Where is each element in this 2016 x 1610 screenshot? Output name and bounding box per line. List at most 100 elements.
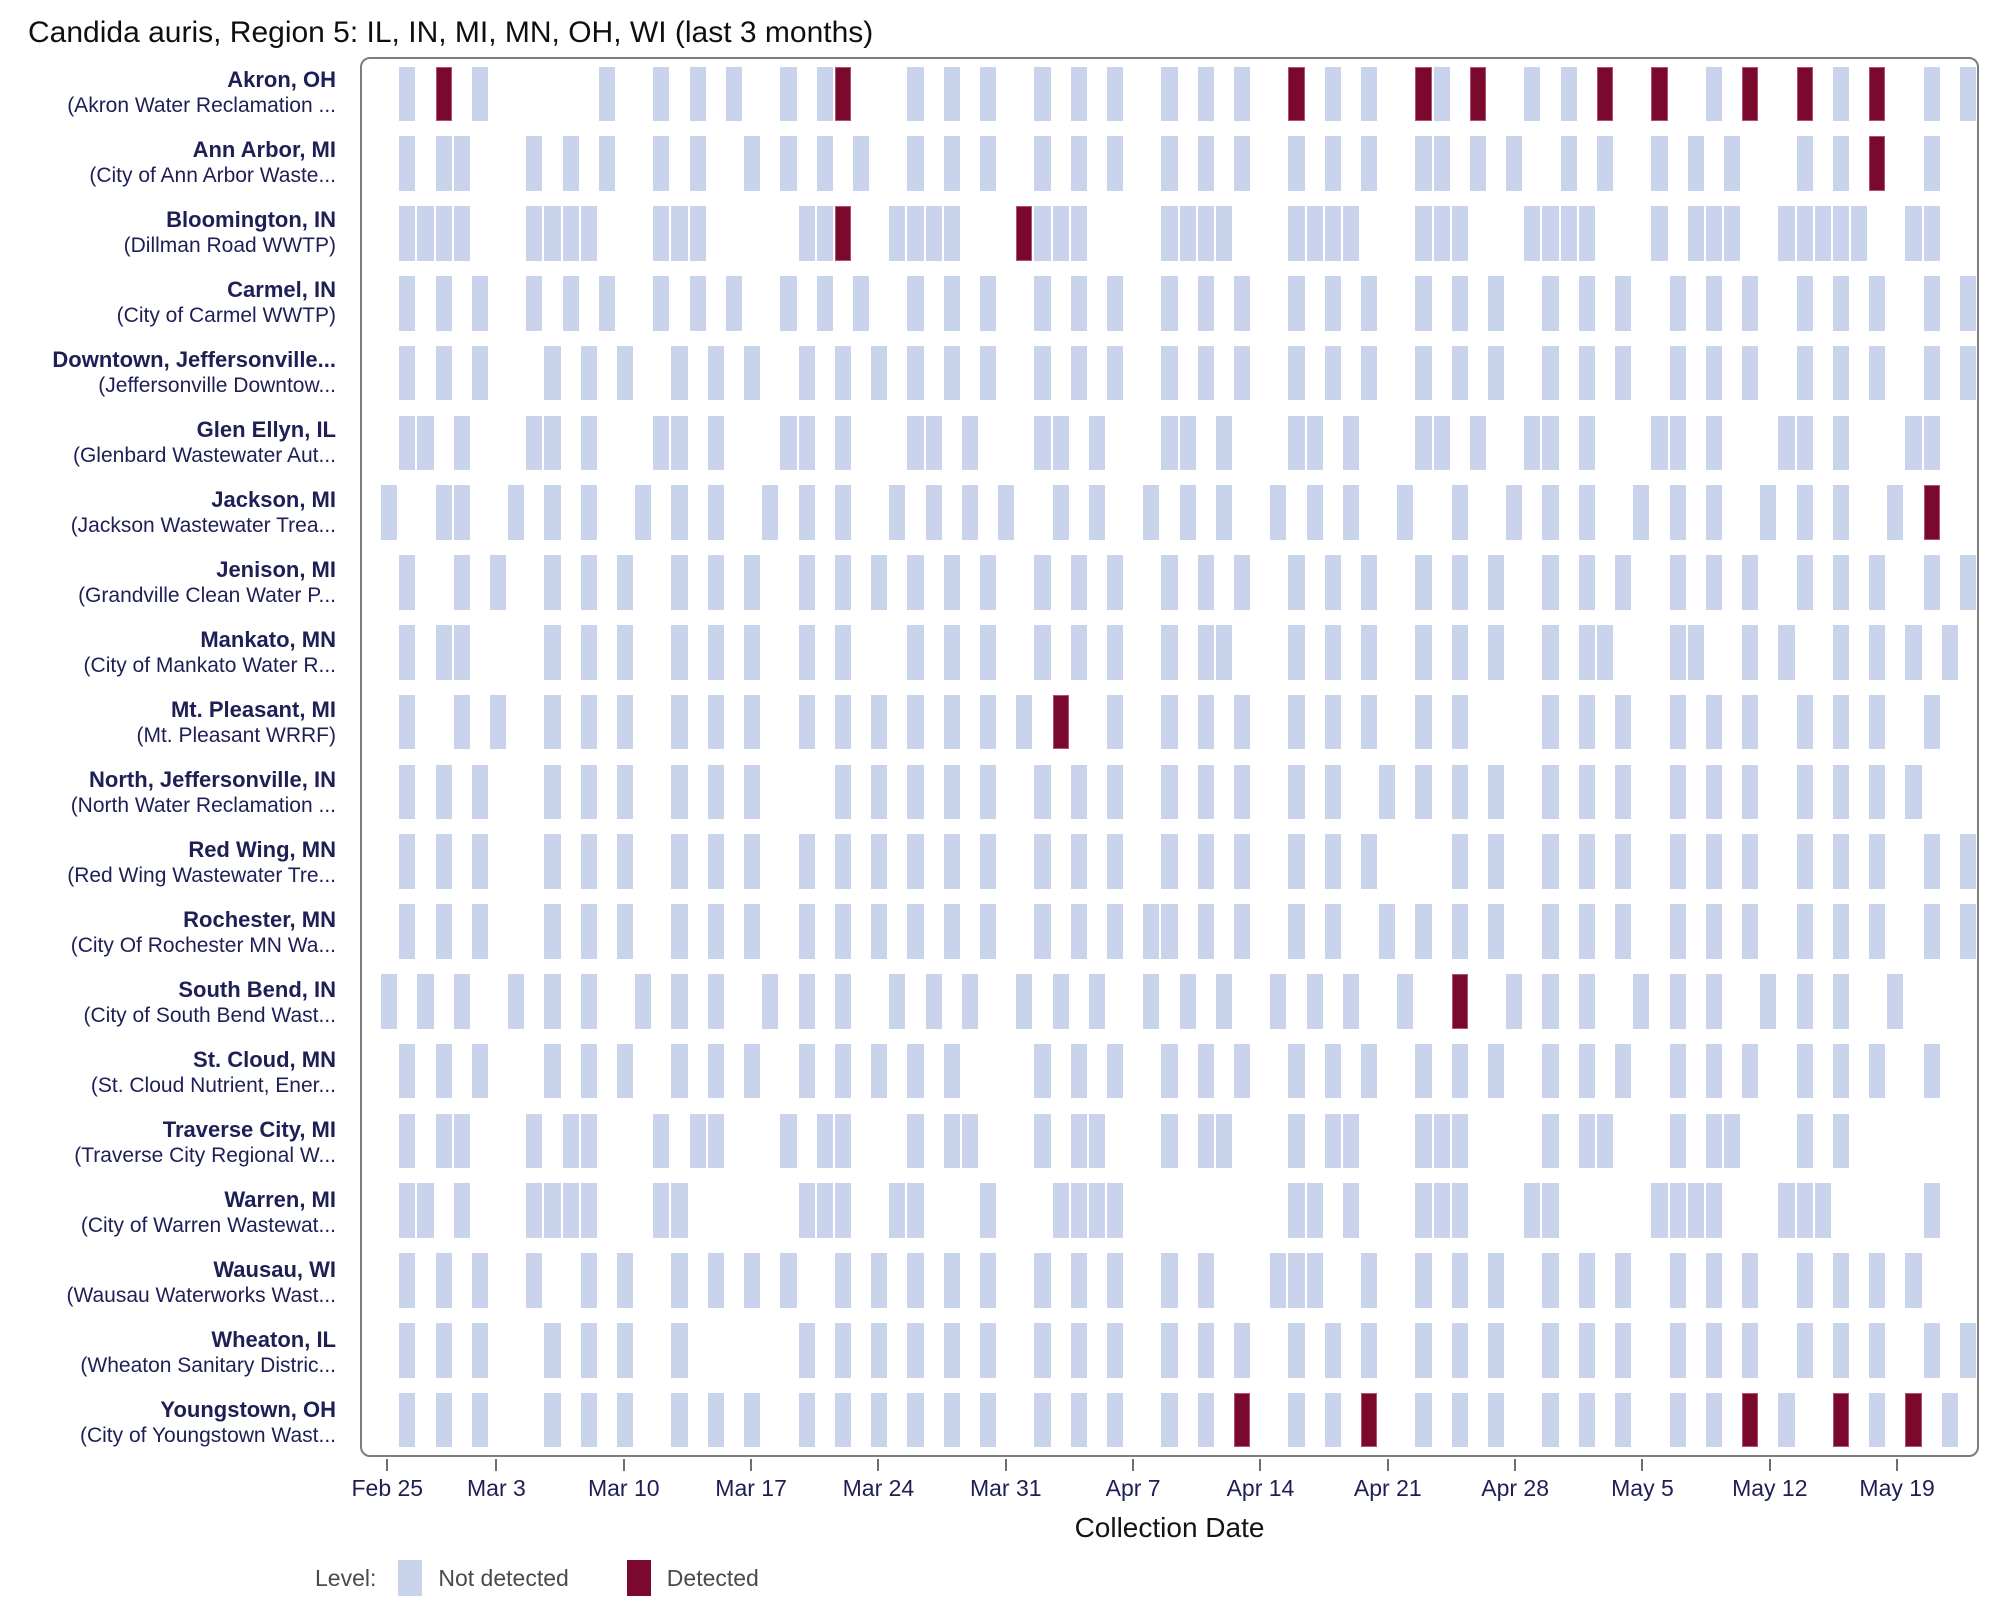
sample-bar-not-detected[interactable] bbox=[1615, 1253, 1632, 1308]
sample-bar-not-detected[interactable] bbox=[1705, 206, 1722, 261]
sample-bar-not-detected[interactable] bbox=[979, 1323, 997, 1378]
sample-bar-not-detected[interactable] bbox=[544, 1043, 561, 1099]
sample-bar-not-detected[interactable] bbox=[798, 345, 815, 401]
sample-bar-not-detected[interactable] bbox=[1524, 415, 1541, 471]
sample-bar-not-detected[interactable] bbox=[1488, 834, 1505, 889]
sample-bar-not-detected[interactable] bbox=[526, 1183, 543, 1238]
sample-bar-detected[interactable] bbox=[1052, 694, 1069, 750]
sample-bar-not-detected[interactable] bbox=[1578, 974, 1595, 1029]
sample-bar-not-detected[interactable] bbox=[1451, 1043, 1468, 1099]
sample-bar-not-detected[interactable] bbox=[1669, 345, 1686, 401]
sample-bar-not-detected[interactable] bbox=[1070, 136, 1087, 191]
sample-bar-not-detected[interactable] bbox=[852, 136, 870, 191]
sample-bar-not-detected[interactable] bbox=[1034, 834, 1051, 889]
sample-bar-not-detected[interactable] bbox=[598, 136, 616, 191]
sample-bar-not-detected[interactable] bbox=[1197, 276, 1214, 331]
sample-bar-not-detected[interactable] bbox=[1742, 694, 1759, 750]
sample-bar-not-detected[interactable] bbox=[1705, 1183, 1722, 1238]
sample-bar-not-detected[interactable] bbox=[1814, 206, 1831, 261]
sample-bar-not-detected[interactable] bbox=[617, 834, 634, 889]
sample-bar-detected[interactable] bbox=[435, 66, 452, 122]
sample-bar-not-detected[interactable] bbox=[1669, 625, 1686, 680]
sample-bar-not-detected[interactable] bbox=[580, 834, 597, 889]
sample-bar-not-detected[interactable] bbox=[671, 694, 688, 750]
sample-bar-not-detected[interactable] bbox=[1778, 625, 1795, 680]
sample-bar-not-detected[interactable] bbox=[907, 904, 924, 959]
sample-bar-not-detected[interactable] bbox=[1161, 1323, 1178, 1378]
sample-bar-not-detected[interactable] bbox=[1651, 415, 1668, 471]
sample-bar-not-detected[interactable] bbox=[1361, 1323, 1378, 1378]
sample-bar-not-detected[interactable] bbox=[979, 1183, 997, 1238]
sample-bar-not-detected[interactable] bbox=[1832, 276, 1849, 331]
sample-bar-not-detected[interactable] bbox=[925, 415, 942, 471]
sample-bar-not-detected[interactable] bbox=[907, 276, 924, 331]
sample-bar-not-detected[interactable] bbox=[1161, 834, 1178, 889]
sample-bar-not-detected[interactable] bbox=[1923, 136, 1940, 191]
sample-bar-not-detected[interactable] bbox=[453, 555, 470, 610]
sample-bar-not-detected[interactable] bbox=[1034, 276, 1051, 331]
sample-bar-not-detected[interactable] bbox=[798, 1043, 815, 1099]
sample-bar-not-detected[interactable] bbox=[635, 974, 652, 1029]
sample-bar-not-detected[interactable] bbox=[580, 904, 597, 959]
sample-bar-not-detected[interactable] bbox=[852, 276, 870, 331]
sample-bar-not-detected[interactable] bbox=[1433, 1183, 1450, 1238]
sample-bar-not-detected[interactable] bbox=[1905, 764, 1922, 820]
sample-bar-not-detected[interactable] bbox=[471, 66, 489, 122]
sample-bar-not-detected[interactable] bbox=[399, 206, 416, 261]
sample-bar-not-detected[interactable] bbox=[1161, 1113, 1178, 1169]
sample-bar-not-detected[interactable] bbox=[1832, 1043, 1849, 1099]
sample-bar-not-detected[interactable] bbox=[1542, 1253, 1559, 1308]
sample-bar-not-detected[interactable] bbox=[1578, 904, 1595, 959]
sample-bar-not-detected[interactable] bbox=[1070, 1392, 1087, 1448]
sample-bar-not-detected[interactable] bbox=[1705, 834, 1722, 889]
sample-bar-not-detected[interactable] bbox=[1106, 1323, 1124, 1378]
sample-bar-not-detected[interactable] bbox=[1669, 1183, 1686, 1238]
sample-bar-not-detected[interactable] bbox=[798, 694, 815, 750]
sample-bar-not-detected[interactable] bbox=[399, 1253, 416, 1308]
sample-bar-not-detected[interactable] bbox=[1669, 415, 1686, 471]
sample-bar-not-detected[interactable] bbox=[471, 1392, 489, 1448]
sample-bar-not-detected[interactable] bbox=[816, 136, 833, 191]
sample-bar-not-detected[interactable] bbox=[1869, 1253, 1886, 1308]
sample-bar-not-detected[interactable] bbox=[1106, 1043, 1124, 1099]
sample-bar-not-detected[interactable] bbox=[707, 1113, 724, 1169]
sample-bar-detected[interactable] bbox=[1796, 66, 1813, 122]
sample-bar-not-detected[interactable] bbox=[1923, 834, 1940, 889]
sample-bar-not-detected[interactable] bbox=[544, 415, 561, 471]
sample-bar-not-detected[interactable] bbox=[1705, 764, 1722, 820]
sample-bar-not-detected[interactable] bbox=[1106, 66, 1124, 122]
sample-bar-not-detected[interactable] bbox=[907, 1113, 924, 1169]
sample-bar-not-detected[interactable] bbox=[1052, 415, 1069, 471]
sample-bar-not-detected[interactable] bbox=[1288, 625, 1305, 680]
sample-bar-not-detected[interactable] bbox=[834, 485, 851, 540]
sample-bar-not-detected[interactable] bbox=[671, 974, 688, 1029]
sample-bar-not-detected[interactable] bbox=[1542, 345, 1559, 401]
sample-bar-not-detected[interactable] bbox=[1596, 136, 1614, 191]
sample-bar-not-detected[interactable] bbox=[1106, 276, 1124, 331]
sample-bar-not-detected[interactable] bbox=[1324, 764, 1341, 820]
sample-bar-not-detected[interactable] bbox=[1832, 1113, 1849, 1169]
sample-bar-not-detected[interactable] bbox=[744, 345, 761, 401]
sample-bar-not-detected[interactable] bbox=[1415, 1183, 1432, 1238]
sample-bar-not-detected[interactable] bbox=[1578, 1323, 1595, 1378]
sample-bar-not-detected[interactable] bbox=[1742, 345, 1759, 401]
sample-bar-not-detected[interactable] bbox=[617, 345, 634, 401]
sample-bar-detected[interactable] bbox=[1905, 1392, 1922, 1448]
sample-bar-not-detected[interactable] bbox=[1361, 1253, 1378, 1308]
sample-bar-not-detected[interactable] bbox=[1596, 1113, 1614, 1169]
sample-bar-not-detected[interactable] bbox=[979, 904, 997, 959]
sample-bar-not-detected[interactable] bbox=[1778, 1392, 1795, 1448]
sample-bar-not-detected[interactable] bbox=[1143, 974, 1160, 1029]
sample-bar-not-detected[interactable] bbox=[1288, 1183, 1305, 1238]
sample-bar-not-detected[interactable] bbox=[671, 764, 688, 820]
sample-bar-not-detected[interactable] bbox=[617, 1253, 634, 1308]
sample-bar-not-detected[interactable] bbox=[1034, 764, 1051, 820]
sample-bar-not-detected[interactable] bbox=[1106, 1253, 1124, 1308]
sample-bar-not-detected[interactable] bbox=[707, 1392, 724, 1448]
sample-bar-not-detected[interactable] bbox=[1488, 1323, 1505, 1378]
sample-bar-not-detected[interactable] bbox=[1796, 764, 1813, 820]
sample-bar-not-detected[interactable] bbox=[617, 625, 634, 680]
sample-bar-not-detected[interactable] bbox=[399, 555, 416, 610]
sample-bar-not-detected[interactable] bbox=[1923, 1323, 1940, 1378]
sample-bar-not-detected[interactable] bbox=[1542, 206, 1559, 261]
